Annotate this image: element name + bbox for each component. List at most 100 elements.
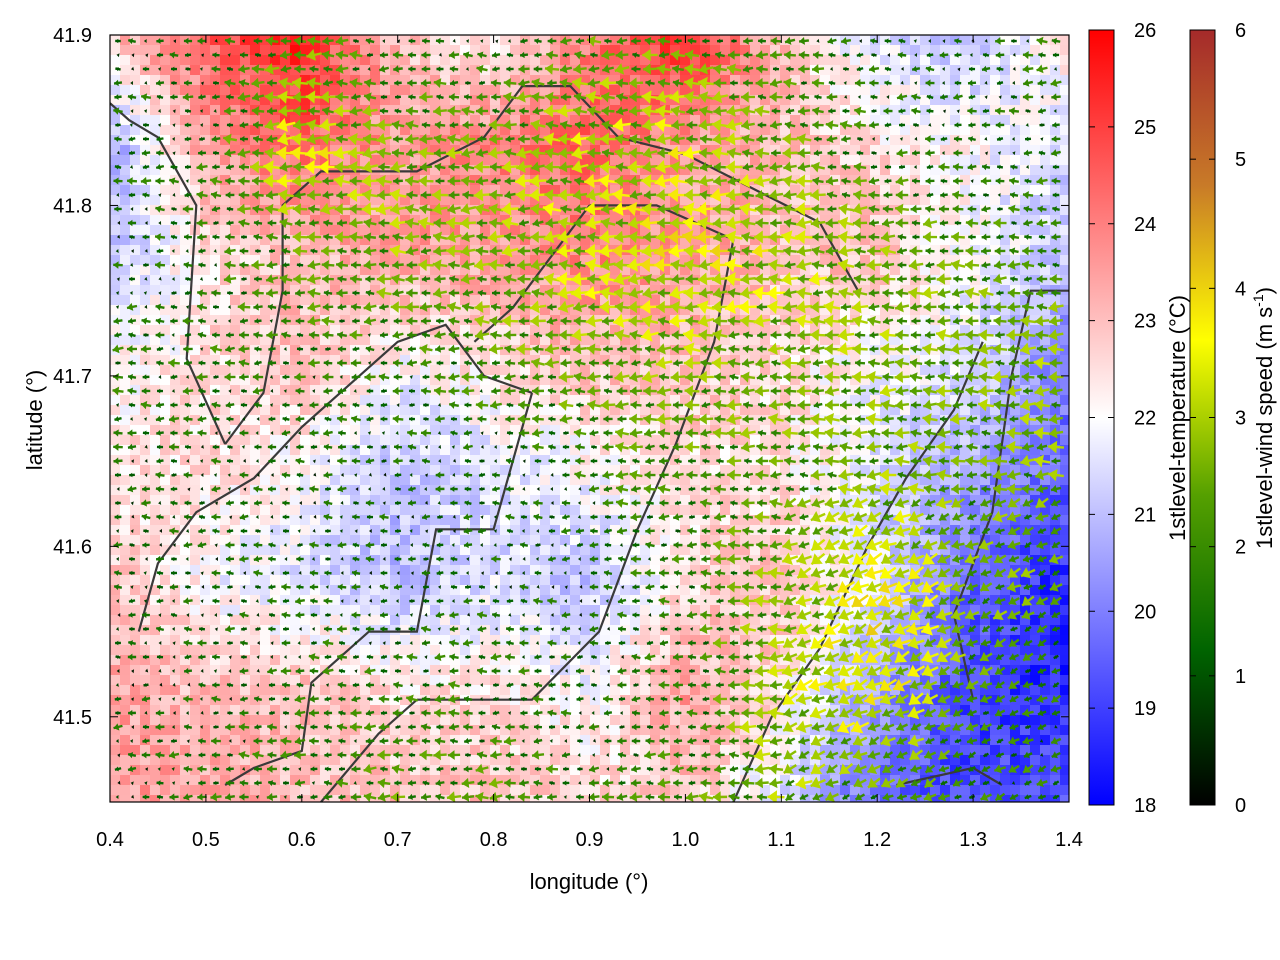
heat-cell	[170, 345, 181, 356]
heat-cell	[340, 325, 351, 336]
heat-cell	[690, 125, 701, 136]
plot-area	[110, 35, 1069, 802]
heat-cell	[870, 335, 881, 346]
heat-cell	[900, 155, 911, 166]
heat-cell	[160, 375, 171, 386]
heat-cell	[450, 425, 461, 436]
heat-cell	[440, 335, 451, 346]
heat-cell	[410, 265, 421, 276]
heat-cell	[730, 395, 741, 406]
heat-cell	[170, 65, 181, 76]
heat-cell	[990, 525, 1001, 536]
heat-cell	[860, 75, 871, 86]
heat-cell	[600, 85, 611, 96]
heat-cell	[690, 535, 701, 546]
heat-cell	[1050, 545, 1061, 556]
heat-cell	[360, 85, 371, 96]
heat-cell	[270, 485, 281, 496]
heat-cell	[890, 105, 901, 116]
heat-cell	[650, 545, 661, 556]
heat-cell	[730, 435, 741, 446]
heat-cell	[1020, 145, 1031, 156]
heat-cell	[850, 35, 861, 46]
heat-cell	[940, 445, 951, 456]
heat-cell	[1010, 155, 1021, 166]
heat-cell	[690, 215, 701, 226]
heat-cell	[590, 535, 601, 546]
heat-cell	[310, 185, 321, 196]
heat-cell	[230, 195, 241, 206]
heat-cell	[200, 215, 211, 226]
heat-cell	[150, 355, 161, 366]
heat-cell	[1030, 265, 1041, 276]
heat-cell	[570, 495, 581, 506]
heat-cell	[430, 45, 441, 56]
heat-cell	[410, 345, 421, 356]
heat-cell	[320, 515, 331, 526]
heat-cell	[860, 365, 871, 376]
heat-cell	[610, 105, 621, 116]
heat-cell	[800, 115, 811, 126]
heat-cell	[270, 215, 281, 226]
heat-cell	[860, 245, 871, 256]
heat-cell	[540, 545, 551, 556]
heat-cell	[760, 495, 771, 506]
heat-cell	[480, 155, 491, 166]
heat-cell	[620, 155, 631, 166]
heat-cell	[300, 435, 311, 446]
heat-cell	[660, 185, 671, 196]
heat-cell	[680, 225, 691, 236]
heat-cell	[390, 35, 401, 46]
heat-cell	[990, 75, 1001, 86]
heat-cell	[580, 105, 591, 116]
heat-cell	[710, 235, 721, 246]
heat-cell	[850, 285, 861, 296]
heat-cell	[1020, 435, 1031, 446]
heat-cell	[910, 365, 921, 376]
heat-cell	[680, 205, 691, 216]
heat-cell	[920, 425, 931, 436]
heat-cell	[140, 505, 151, 516]
heat-cell	[520, 365, 531, 376]
heat-cell	[400, 415, 411, 426]
heat-cell	[140, 245, 151, 256]
heat-cell	[360, 265, 371, 276]
heat-cell	[140, 265, 151, 276]
heat-cell	[430, 285, 441, 296]
heat-cell	[400, 425, 411, 436]
heat-cell	[680, 475, 691, 486]
heat-cell	[510, 135, 521, 146]
heat-cell	[420, 55, 431, 66]
heat-cell	[480, 435, 491, 446]
heat-cell	[180, 175, 191, 186]
heat-cell	[150, 285, 161, 296]
heat-cell	[880, 305, 891, 316]
heat-cell	[520, 495, 531, 506]
heat-cell	[220, 445, 231, 456]
heat-cell	[380, 65, 391, 76]
heat-cell	[490, 445, 501, 456]
heat-cell	[720, 285, 731, 296]
heat-cell	[240, 35, 251, 46]
heat-cell	[120, 345, 131, 356]
heat-cell	[330, 125, 341, 136]
heat-cell	[810, 195, 821, 206]
heat-cell	[240, 75, 251, 86]
heat-cell	[920, 75, 931, 86]
heat-cell	[450, 195, 461, 206]
heat-cell	[860, 95, 871, 106]
heat-cell	[640, 125, 651, 136]
heat-cell	[380, 275, 391, 286]
heat-cell	[870, 85, 881, 96]
heat-cell	[1030, 525, 1041, 536]
heat-cell	[420, 325, 431, 336]
heat-cell	[750, 345, 761, 356]
heat-cell	[520, 135, 531, 146]
heat-cell	[270, 345, 281, 356]
heat-cell	[240, 325, 251, 336]
heat-cell	[990, 425, 1001, 436]
heat-cell	[480, 75, 491, 86]
heat-cell	[750, 395, 761, 406]
heat-cell	[910, 545, 921, 556]
heat-cell	[460, 35, 471, 46]
